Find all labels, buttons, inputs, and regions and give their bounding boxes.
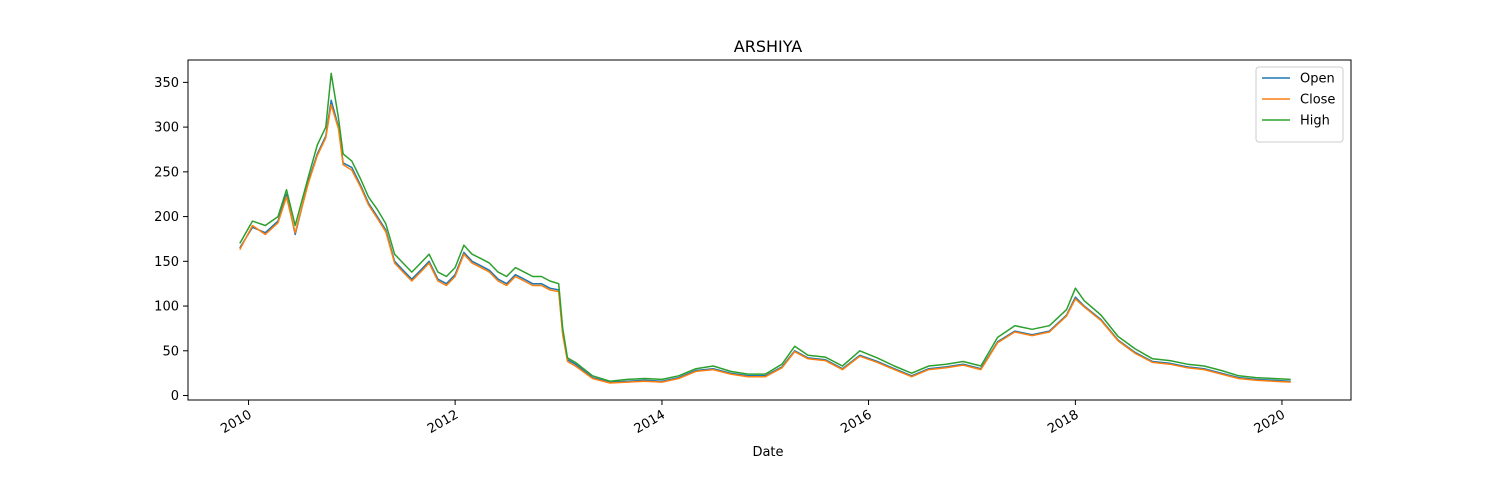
y-tick-label: 150	[154, 255, 179, 270]
y-tick-label: 100	[154, 300, 179, 315]
legend: Open Close High	[1255, 66, 1344, 143]
axes-frame	[187, 59, 1352, 401]
plot-area	[239, 72, 1291, 384]
legend-label-close: Close	[1300, 93, 1335, 108]
x-axis-label: Date	[752, 445, 783, 460]
y-tick-label: 50	[162, 344, 179, 359]
legend-box	[1255, 66, 1344, 143]
y-tick-label: 200	[154, 210, 179, 225]
series-line-high	[239, 72, 1291, 382]
series-line-close	[239, 103, 1291, 384]
y-tick-label: 300	[154, 121, 179, 136]
legend-label-high: High	[1300, 114, 1330, 129]
y-tick-label: 250	[154, 165, 179, 180]
y-tick-label: 350	[154, 76, 179, 91]
legend-label-open: Open	[1300, 72, 1335, 87]
y-tick-label: 0	[171, 389, 179, 404]
chart-title: ARSHIYA	[734, 37, 803, 56]
